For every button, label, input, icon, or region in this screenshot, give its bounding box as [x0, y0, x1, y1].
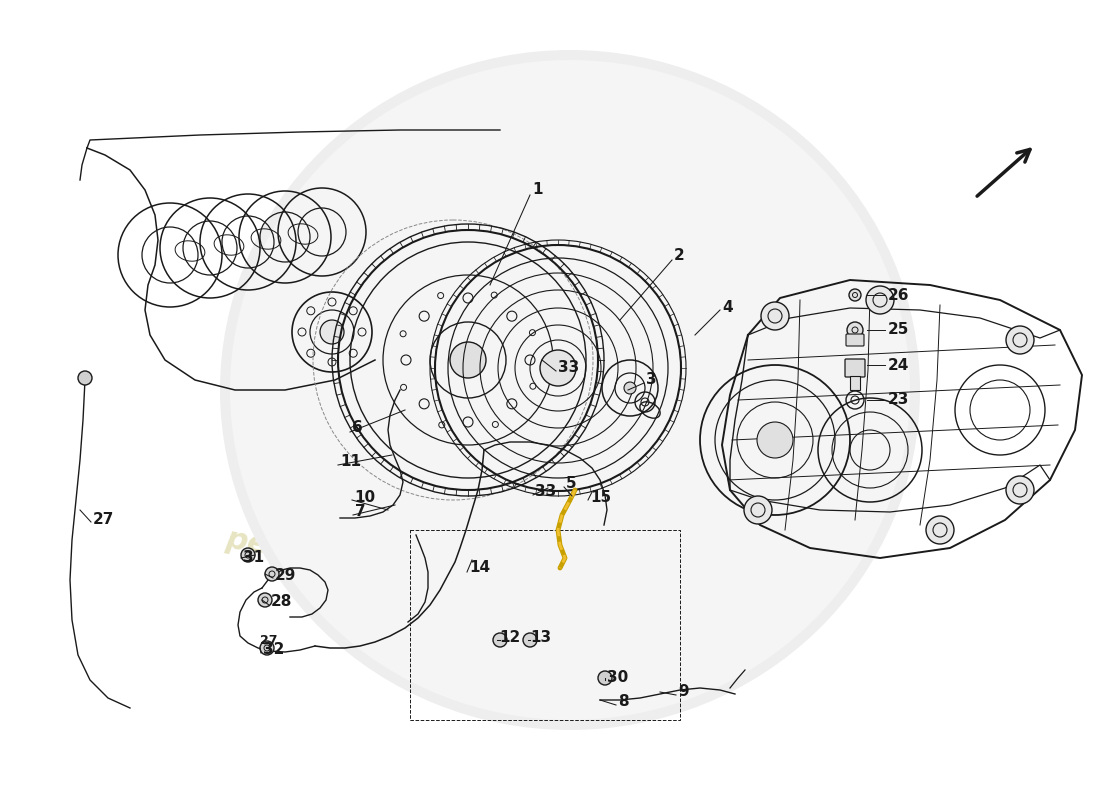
Circle shape [757, 422, 793, 458]
Text: 11: 11 [340, 454, 361, 470]
Circle shape [320, 320, 344, 344]
Circle shape [1006, 326, 1034, 354]
Text: 28: 28 [271, 594, 293, 610]
Ellipse shape [230, 60, 910, 720]
FancyBboxPatch shape [850, 376, 860, 390]
Circle shape [866, 286, 894, 314]
Ellipse shape [220, 50, 920, 730]
Circle shape [265, 567, 279, 581]
Circle shape [450, 342, 486, 378]
FancyBboxPatch shape [845, 359, 865, 377]
Text: performance since 1985: performance since 1985 [223, 525, 637, 626]
Text: 2: 2 [674, 247, 684, 262]
Text: 25: 25 [888, 322, 910, 338]
Circle shape [241, 548, 255, 562]
Text: 32: 32 [263, 642, 285, 658]
Text: 4: 4 [722, 301, 733, 315]
Circle shape [849, 289, 861, 301]
Text: europes: europes [252, 363, 608, 497]
Text: 27: 27 [94, 513, 114, 527]
Text: 33: 33 [535, 485, 557, 499]
Circle shape [761, 302, 789, 330]
Circle shape [540, 350, 576, 386]
Text: 6: 6 [352, 421, 363, 435]
FancyBboxPatch shape [846, 334, 864, 346]
Circle shape [493, 633, 507, 647]
Text: 15: 15 [590, 490, 612, 505]
Circle shape [847, 322, 864, 338]
Text: 14: 14 [469, 561, 491, 575]
Text: 1: 1 [532, 182, 542, 198]
Text: 33: 33 [558, 361, 580, 375]
Text: 31: 31 [243, 550, 264, 565]
Text: 23: 23 [888, 393, 910, 407]
Circle shape [1006, 476, 1034, 504]
Text: 8: 8 [618, 694, 628, 710]
Circle shape [258, 593, 272, 607]
Circle shape [744, 496, 772, 524]
Text: 29: 29 [275, 567, 296, 582]
Text: 27: 27 [260, 634, 277, 646]
Text: 7: 7 [355, 505, 365, 519]
Circle shape [522, 633, 537, 647]
Text: 13: 13 [530, 630, 551, 645]
Text: a passion for: a passion for [266, 461, 594, 559]
Text: 5: 5 [566, 477, 576, 491]
Text: 12: 12 [499, 630, 520, 645]
Text: 26: 26 [888, 287, 910, 302]
Circle shape [598, 671, 612, 685]
Circle shape [260, 641, 274, 655]
Text: 30: 30 [607, 670, 628, 685]
Text: 24: 24 [888, 358, 910, 373]
Text: 10: 10 [354, 490, 375, 505]
Circle shape [78, 371, 92, 385]
Circle shape [624, 382, 636, 394]
Circle shape [926, 516, 954, 544]
Text: 9: 9 [678, 685, 689, 699]
Text: 3: 3 [646, 373, 657, 387]
